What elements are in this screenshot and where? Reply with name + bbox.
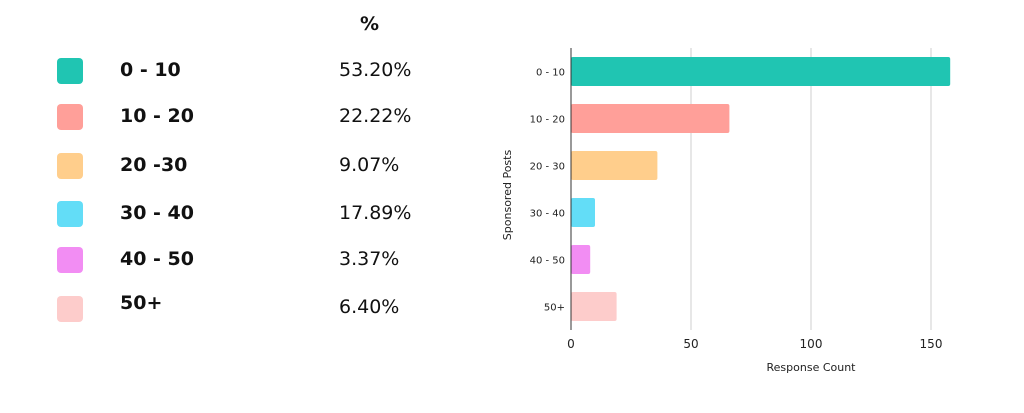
legend-percent-value: 9.07% (339, 154, 400, 176)
legend-swatch (57, 153, 83, 179)
legend-range-label: 40 - 50 (120, 248, 194, 270)
legend-swatch (57, 247, 83, 273)
legend-range-label: 50+ (120, 292, 163, 314)
legend-percent-value: 53.20% (339, 59, 412, 81)
y-axis-title: Sponsored Posts (501, 150, 514, 241)
x-tick-label: 0 (567, 337, 575, 351)
legend-row: 40 - 50 3.37% (0, 245, 470, 275)
y-tick-label: 40 - 50 (530, 256, 565, 267)
legend-range-label: 20 -30 (120, 154, 188, 176)
legend-row: 20 -30 9.07% (0, 151, 470, 181)
legend-swatch (57, 104, 83, 130)
legend-swatch (57, 58, 83, 84)
bar-chart: 0 50 100 150 0 - 10 10 - 20 20 - 30 30 - 40 40 -… (501, 48, 951, 374)
legend-percent-value: 22.22% (339, 105, 412, 127)
y-tick-label: 30 - 40 (530, 209, 565, 220)
x-tick-label: 150 (920, 337, 943, 351)
y-tick-label: 0 - 10 (536, 68, 565, 79)
x-tick-label: 100 (800, 337, 823, 351)
bar (571, 104, 730, 133)
legend-percent-value: 17.89% (339, 202, 412, 224)
legend-percent-value: 6.40% (339, 296, 400, 318)
percent-column-header: % (360, 13, 380, 35)
legend-row: 10 - 20 22.22% (0, 102, 470, 132)
legend-swatch (57, 201, 83, 227)
legend-range-label: 30 - 40 (120, 202, 194, 224)
legend-row: 30 - 40 17.89% (0, 199, 470, 229)
legend-percent-value: 3.37% (339, 248, 400, 270)
y-tick-label: 20 - 30 (530, 162, 565, 173)
bar (571, 245, 591, 274)
y-tick-label: 50+ (544, 303, 565, 314)
bar (571, 292, 617, 321)
legend-row: 0 - 10 53.20% (0, 56, 470, 86)
legend-swatch (57, 296, 83, 322)
bar (571, 198, 595, 227)
x-axis-title: Response Count (767, 361, 857, 374)
x-tick-label: 50 (683, 337, 698, 351)
legend-range-label: 10 - 20 (120, 105, 194, 127)
bar (571, 57, 951, 86)
y-tick-label: 10 - 20 (530, 115, 565, 126)
legend-range-label: 0 - 10 (120, 59, 181, 81)
bar (571, 151, 658, 180)
legend-row: 50+ 6.40% (0, 289, 470, 322)
